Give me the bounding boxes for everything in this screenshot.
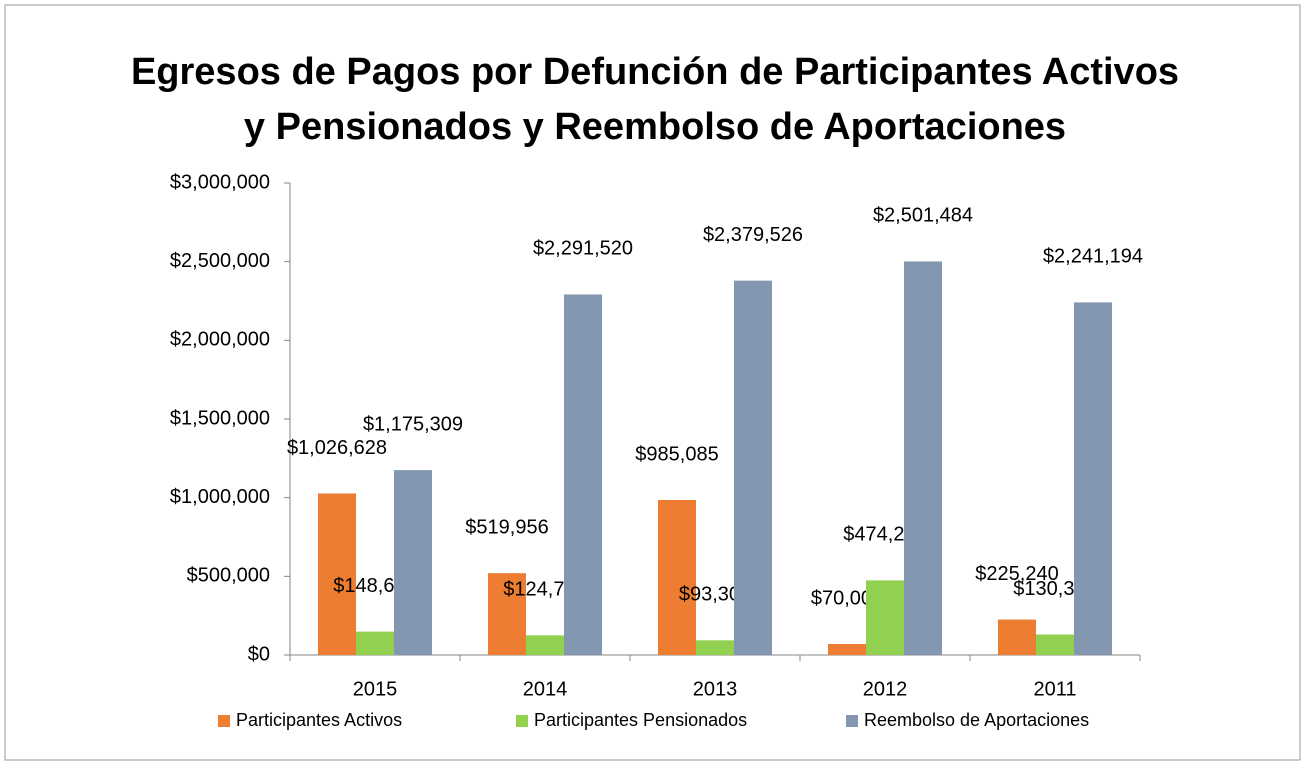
bar bbox=[564, 294, 602, 655]
data-label: $225,240 bbox=[975, 563, 1058, 585]
data-label: $985,085 bbox=[635, 443, 718, 465]
bar bbox=[356, 631, 394, 655]
x-tick-label: 2011 bbox=[1033, 678, 1076, 700]
legend-swatch bbox=[218, 715, 230, 727]
bar bbox=[488, 573, 526, 655]
bar bbox=[998, 619, 1036, 655]
y-tick-label: $0 bbox=[248, 643, 270, 665]
y-tick-label: $2,500,000 bbox=[170, 250, 270, 272]
y-tick-label: $1,500,000 bbox=[170, 407, 270, 429]
bar bbox=[828, 643, 866, 655]
bar bbox=[658, 500, 696, 655]
y-tick-label: $3,000,000 bbox=[170, 171, 270, 193]
x-tick-label: 2015 bbox=[353, 678, 398, 700]
data-label: $2,501,484 bbox=[873, 205, 973, 227]
bar bbox=[696, 640, 734, 655]
x-tick-label: 2013 bbox=[693, 678, 738, 700]
data-label: $2,291,520 bbox=[533, 238, 633, 260]
legend-swatch bbox=[846, 715, 858, 727]
data-label: $519,956 bbox=[465, 516, 548, 538]
y-tick-label: $500,000 bbox=[187, 565, 270, 587]
bar bbox=[734, 280, 772, 655]
bar bbox=[904, 261, 942, 655]
data-label: $70,000 bbox=[811, 587, 883, 609]
y-tick-label: $1,000,000 bbox=[170, 486, 270, 508]
x-tick-label: 2012 bbox=[863, 678, 908, 700]
chart-title: Egresos de Pagos por Defunción de Partic… bbox=[130, 51, 1180, 148]
data-label: $1,026,628 bbox=[287, 437, 387, 459]
x-tick-label: 2014 bbox=[523, 678, 568, 700]
bar bbox=[526, 635, 564, 655]
legend-swatch bbox=[516, 715, 528, 727]
legend-label: Participantes Activos bbox=[236, 710, 402, 730]
bar bbox=[866, 580, 904, 655]
legend-label: Participantes Pensionados bbox=[534, 710, 747, 730]
data-label: $2,241,194 bbox=[1043, 246, 1143, 268]
data-label: $93,300 bbox=[679, 584, 751, 606]
y-tick-label: $2,000,000 bbox=[170, 329, 270, 351]
bar bbox=[1074, 302, 1112, 655]
data-label: $1,175,309 bbox=[363, 413, 463, 435]
data-label: $2,379,526 bbox=[703, 224, 803, 246]
bar bbox=[394, 470, 432, 655]
bar bbox=[1036, 634, 1074, 655]
legend-label: Reembolso de Aportaciones bbox=[864, 710, 1089, 730]
bar bbox=[318, 493, 356, 655]
